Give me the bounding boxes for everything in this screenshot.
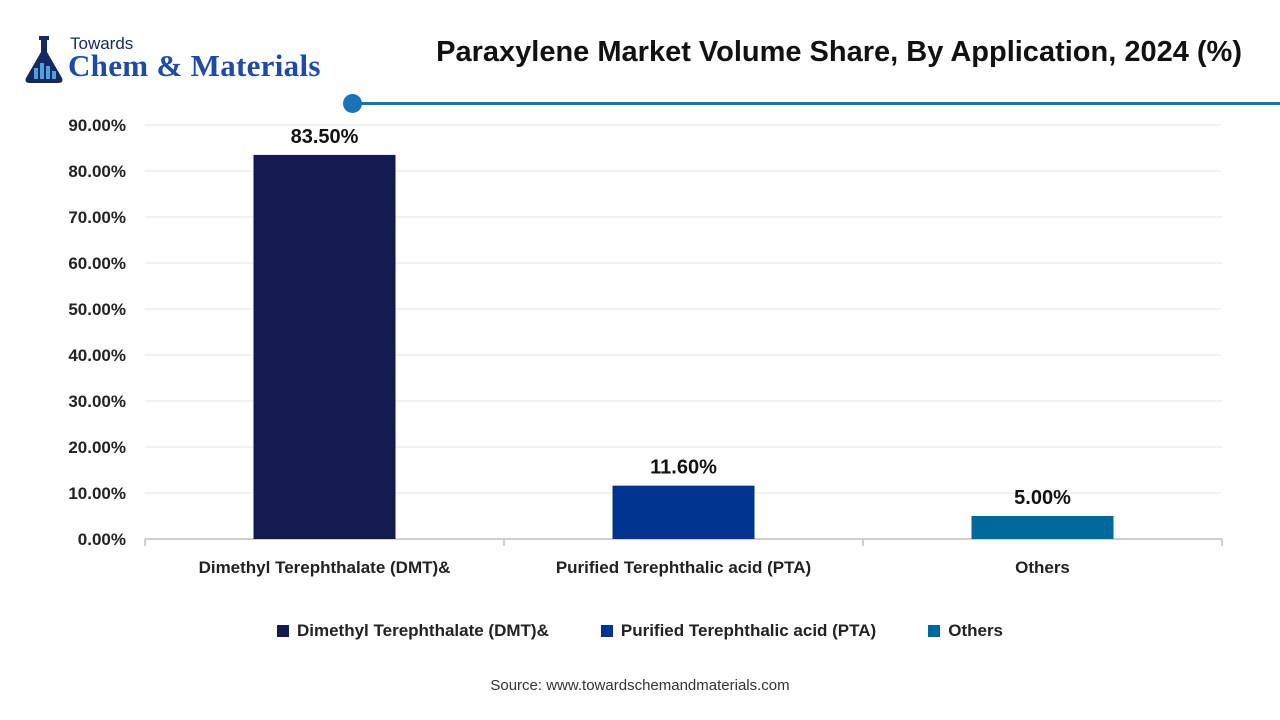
chart-title: Paraxylene Market Volume Share, By Appli… xyxy=(436,36,1242,68)
x-tick-label: Purified Terephthalic acid (PTA) xyxy=(556,558,811,577)
y-tick-label: 60.00% xyxy=(68,254,126,273)
legend-label: Others xyxy=(948,621,1004,640)
y-tick-label: 30.00% xyxy=(68,392,126,411)
data-label: 11.60% xyxy=(650,457,717,479)
legend-swatch xyxy=(928,625,941,637)
brand-logo: Towards Chem & Materials xyxy=(22,34,342,88)
y-tick-label: 90.00% xyxy=(68,116,126,135)
data-label: 5.00% xyxy=(1014,487,1071,509)
x-tick-label: Dimethyl Terephthalate (DMT)& xyxy=(199,558,451,577)
y-tick-label: 0.00% xyxy=(78,530,126,549)
bar xyxy=(253,154,396,539)
y-tick-label: 10.00% xyxy=(68,484,126,503)
title-accent-line xyxy=(352,102,1280,105)
data-label: 83.50% xyxy=(291,126,359,148)
title-accent-dot xyxy=(343,94,362,113)
legend-label: Dimethyl Terephthalate (DMT)& xyxy=(296,621,549,640)
flask-chart-icon xyxy=(25,36,63,83)
bar xyxy=(971,516,1114,539)
bar xyxy=(612,485,755,539)
x-tick-label: Others xyxy=(1015,558,1070,577)
y-tick-label: 50.00% xyxy=(68,300,126,319)
legend-swatch xyxy=(276,625,289,637)
logo-text-towards: Towards xyxy=(70,34,134,53)
legend-item: Purified Terephthalic acid (PTA) xyxy=(600,621,877,641)
chart-legend: Dimethyl Terephthalate (DMT)& Purified Te… xyxy=(0,620,1280,642)
legend-item: Dimethyl Terephthalate (DMT)& xyxy=(276,621,549,641)
source-note: Source: www.towardschemandmaterials.com xyxy=(490,677,790,694)
y-tick-label: 40.00% xyxy=(68,346,126,365)
legend-item: Others xyxy=(928,621,1003,641)
legend-swatch xyxy=(600,625,613,637)
y-tick-label: 20.00% xyxy=(68,438,126,457)
logo-text-chem-materials: Chem & Materials xyxy=(68,48,321,83)
legend-label: Purified Terephthalic acid (PTA) xyxy=(620,621,877,640)
y-tick-label: 80.00% xyxy=(68,162,126,181)
y-tick-label: 70.00% xyxy=(68,208,126,227)
